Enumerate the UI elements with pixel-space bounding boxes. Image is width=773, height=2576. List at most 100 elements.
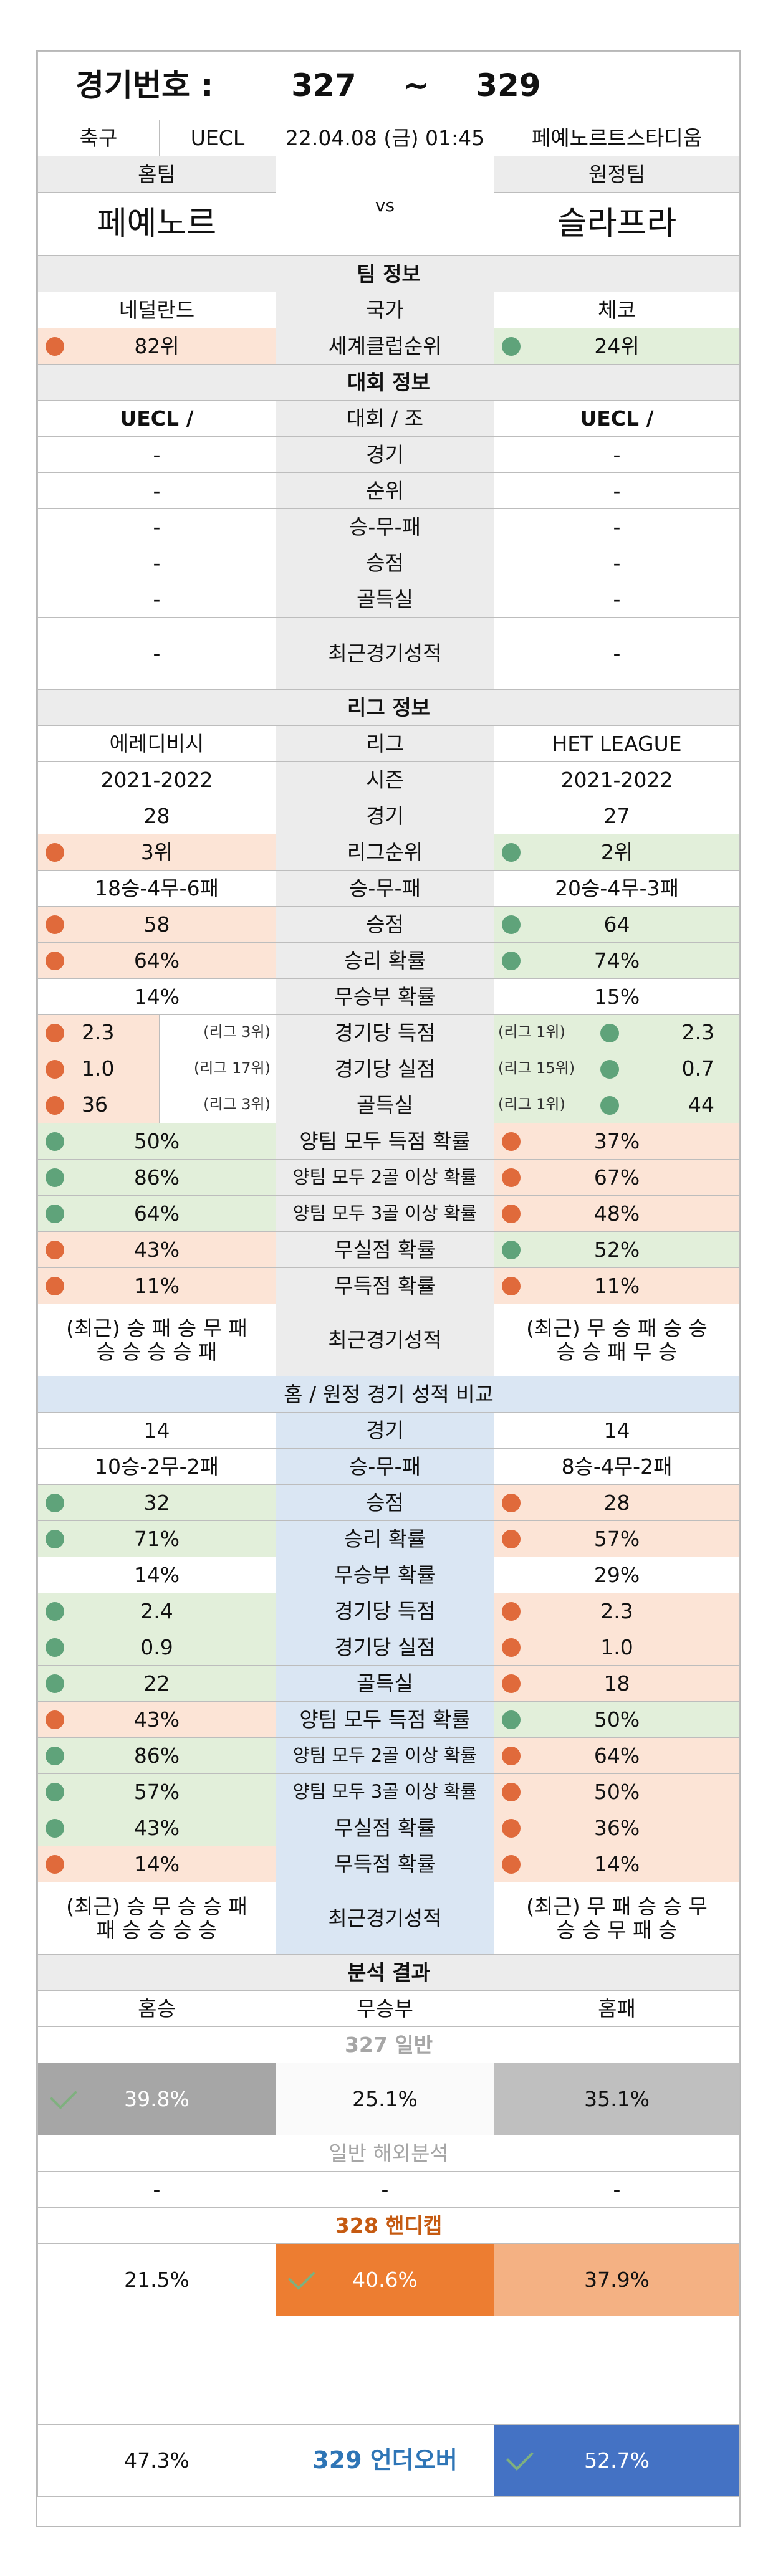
value: 50%	[133, 1128, 180, 1153]
green-dot-icon	[600, 1095, 619, 1115]
recent-line-1: (최근) 무 승 패 승 승	[526, 1315, 708, 1340]
value: 11%	[593, 1273, 640, 1298]
match-num-from: 327	[291, 67, 357, 103]
league-rank-label: 리그순위	[276, 834, 494, 871]
g328-away: 37.9%	[493, 2243, 741, 2316]
season-label: 시즌	[276, 761, 494, 798]
value: 44	[688, 1092, 715, 1117]
green-dot-icon	[46, 1204, 64, 1223]
country-label: 국가	[276, 292, 494, 328]
home-league-rank: 3위	[37, 834, 276, 871]
ha-home-clean-sheet: 43%	[37, 1810, 276, 1846]
green-dot-icon	[46, 1818, 64, 1838]
green-dot-icon	[46, 1674, 64, 1693]
away-league-games: 27	[493, 798, 741, 834]
value: 2.4	[140, 1598, 173, 1623]
section-analysis: 분석 결과	[37, 1954, 741, 1991]
recent-line-1: (최근) 승 무 승 승 패	[66, 1894, 247, 1919]
datetime-cell: 22.04.08 (금) 01:45	[276, 120, 494, 156]
t-recent-label: 최근경기성적	[276, 617, 494, 690]
home-both3: 64%	[37, 1195, 276, 1232]
col-home-loss: 홈패	[493, 1990, 741, 2027]
green-dot-icon	[502, 1710, 521, 1729]
both3-label: 양팀 모두 3골 이상 확률	[276, 1195, 494, 1232]
world-rank-label: 세계클럽순위	[276, 328, 494, 365]
value: 50%	[593, 1707, 640, 1732]
value: 64	[603, 912, 630, 937]
rank-note: (리그 17위)	[193, 1059, 271, 1077]
red-dot-icon	[502, 1854, 521, 1874]
ha-away-goals-against: 1.0	[493, 1629, 741, 1666]
away-league-win-rate: 74%	[493, 942, 741, 979]
home-goals-against-rank: (리그 17위)	[159, 1051, 276, 1087]
overseas-label: 일반 해외분석	[37, 2135, 741, 2172]
value: 57%	[593, 1526, 640, 1551]
recent-line-1: (최근) 무 패 승 승 무	[526, 1894, 708, 1919]
ha-clean-sheet-label: 무실점 확률	[276, 1810, 494, 1846]
red-dot-icon	[502, 1276, 521, 1295]
ha-home-goal-diff: 22	[37, 1665, 276, 1702]
g327-away: 35.1%	[493, 2063, 741, 2135]
g329-under: 47.3%	[37, 2424, 276, 2497]
check-icon	[288, 2262, 315, 2290]
red-dot-icon	[46, 1059, 64, 1079]
value: 58	[143, 912, 170, 937]
both2-label: 양팀 모두 2골 이상 확률	[276, 1159, 494, 1196]
away-goal-diff: (리그 1위) 44	[493, 1087, 741, 1123]
g328-label: 328 핸디캡	[37, 2207, 741, 2244]
away-tournament: UECL /	[493, 400, 741, 437]
tournament-label: 대회 / 조	[276, 400, 494, 437]
match-number-title: 경기번호 : 327 ~ 329	[37, 51, 741, 120]
t-away-points: -	[493, 545, 741, 581]
home-no-score: 11%	[37, 1267, 276, 1304]
value: 1.0	[82, 1056, 115, 1080]
red-dot-icon	[502, 1746, 521, 1765]
green-dot-icon	[502, 842, 521, 862]
green-dot-icon	[46, 1746, 64, 1765]
home-league-win-rate: 64%	[37, 942, 276, 979]
home-league-draw-rate: 14%	[37, 978, 276, 1015]
value: 50%	[593, 1779, 640, 1804]
t-away-rank: -	[493, 472, 741, 509]
value: 64%	[133, 1201, 180, 1226]
red-dot-icon	[46, 1276, 64, 1295]
green-dot-icon	[46, 1493, 64, 1512]
rank-note: (리그 1위)	[498, 1095, 565, 1113]
red-dot-icon	[502, 1132, 521, 1151]
away-league-points: 64	[493, 906, 741, 943]
home-goals-for: 2.3	[37, 1014, 160, 1051]
value: 64%	[593, 1743, 640, 1768]
red-dot-icon	[502, 1638, 521, 1657]
value: 40.6%	[352, 2267, 418, 2292]
home-league-rank-value: 3위	[140, 839, 173, 864]
section-league-info: 리그 정보	[37, 689, 741, 726]
red-dot-icon	[46, 915, 64, 934]
red-dot-icon	[46, 951, 64, 970]
analysis-sheet: 경기번호 : 327 ~ 329 축구 UECL 22.04.08 (금) 01…	[36, 50, 741, 2527]
ha-btts-label: 양팀 모두 득점 확률	[276, 1701, 494, 1738]
t-home-games: -	[37, 436, 276, 473]
ha-away-games: 14	[493, 1412, 741, 1449]
ha-goals-against-label: 경기당 실점	[276, 1629, 494, 1666]
ha-both2-label: 양팀 모두 2골 이상 확률	[276, 1737, 494, 1774]
away-league-wdl: 20승-4무-3패	[493, 870, 741, 907]
ha-home-btts: 43%	[37, 1701, 276, 1738]
col-draw: 무승부	[276, 1990, 494, 2027]
overseas-draw: -	[276, 2171, 494, 2208]
green-dot-icon	[46, 1601, 64, 1621]
ha-no-score-label: 무득점 확률	[276, 1846, 494, 1882]
home-country: 네덜란드	[37, 292, 276, 328]
recent-line-2: 승 승 패 무 승	[556, 1339, 678, 1364]
rank-note: (리그 3위)	[203, 1023, 271, 1041]
value: 14%	[593, 1851, 640, 1876]
recent-line-2: 승 승 무 패 승	[556, 1917, 678, 1942]
g327-draw: 25.1%	[276, 2063, 494, 2135]
rank-note: (리그 1위)	[498, 1023, 565, 1041]
ha-home-both3: 57%	[37, 1773, 276, 1810]
ha-home-no-score: 14%	[37, 1846, 276, 1882]
t-wdl-label: 승-무-패	[276, 508, 494, 545]
home-league: 에레디비시	[37, 725, 276, 762]
